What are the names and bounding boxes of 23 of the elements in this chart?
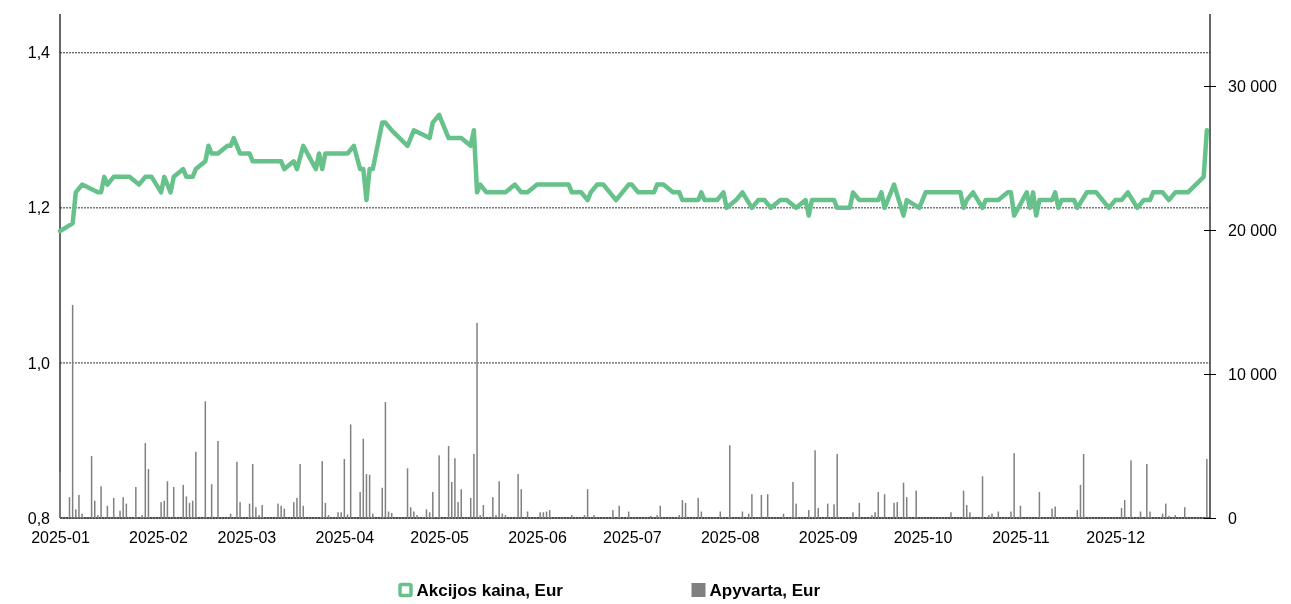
x-tick-label: 2025-02 bbox=[129, 529, 188, 547]
x-tick-label: 2025-09 bbox=[798, 529, 858, 547]
x-tick-label: 2025-07 bbox=[602, 529, 662, 547]
y2-tick-label: 0 bbox=[1228, 509, 1237, 527]
x-tick-label: 2025-10 bbox=[893, 529, 953, 547]
line-series bbox=[57, 112, 1210, 234]
x-tick-label: 2025-06 bbox=[508, 529, 568, 547]
y2-tick-label: 30 000 bbox=[1228, 77, 1278, 95]
y-tick-label: 1,4 bbox=[27, 44, 51, 62]
x-tick-label: 2025-08 bbox=[700, 529, 760, 547]
x-tick-label: 2025-03 bbox=[217, 529, 277, 547]
legend-label: Apyvarta, Eur bbox=[709, 581, 821, 600]
y-tick-label: 0,8 bbox=[27, 509, 51, 527]
x-tick-label: 2025-04 bbox=[315, 529, 375, 547]
y2-tick-label: 20 000 bbox=[1228, 221, 1278, 239]
y2-tick-label: 10 000 bbox=[1228, 365, 1278, 383]
x-tick-label: 2025-11 bbox=[992, 529, 1050, 547]
legend-label: Akcijos kaina, Eur bbox=[416, 581, 564, 600]
x-tick-label: 2025-01 bbox=[31, 529, 90, 547]
y-tick-label: 1,2 bbox=[27, 199, 51, 217]
x-tick-label: 2025-05 bbox=[410, 529, 470, 547]
x-tick-label: 2025-12 bbox=[1086, 529, 1146, 547]
y-tick-label: 1,0 bbox=[27, 354, 51, 372]
